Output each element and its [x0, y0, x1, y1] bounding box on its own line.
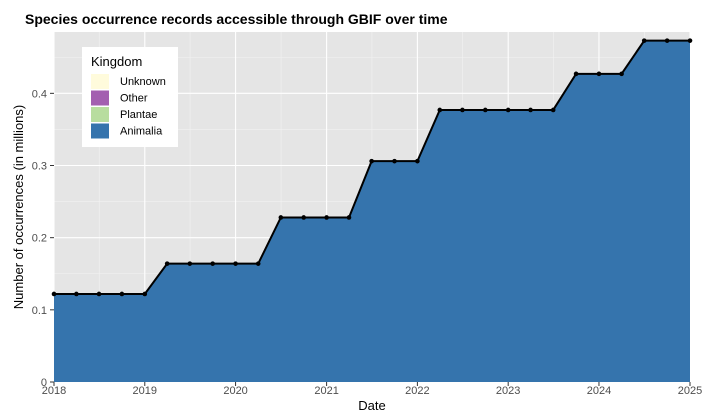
- data-point: [505, 107, 511, 113]
- x-tick-label: 2018: [42, 385, 66, 397]
- data-point: [437, 107, 443, 113]
- x-axis-title: Date: [358, 398, 385, 410]
- data-point: [74, 291, 79, 297]
- data-point: [187, 261, 193, 266]
- chart-title: Species occurrence records accessible th…: [25, 11, 448, 27]
- legend-label: Plantae: [120, 109, 157, 121]
- data-point: [346, 215, 352, 220]
- x-tick-label: 2023: [496, 385, 520, 397]
- data-point: [233, 261, 238, 266]
- y-tick-label: 0.1: [32, 305, 47, 317]
- data-point: [324, 215, 329, 220]
- data-point: [460, 107, 465, 113]
- y-tick-label: 0: [41, 377, 47, 389]
- x-tick-label: 2020: [223, 385, 247, 397]
- data-point: [573, 71, 579, 77]
- data-point: [96, 291, 102, 297]
- data-point: [301, 215, 307, 220]
- legend-key: [91, 90, 109, 106]
- legend-key: [91, 107, 109, 122]
- legend-label: Animalia: [120, 126, 163, 138]
- x-tick-label: 2025: [678, 385, 702, 397]
- x-axis: 2018 2019 2020 2021 2022 2023 2024 2025: [42, 382, 702, 397]
- legend-label: Other: [120, 93, 148, 105]
- data-point: [483, 107, 488, 113]
- y-axis: 0 0.1 0.2 0.3 0.4: [32, 88, 54, 389]
- data-point: [596, 71, 602, 77]
- data-point: [51, 291, 57, 297]
- legend-label: Unknown: [120, 76, 166, 88]
- y-axis-title: Number of occurrences (in millions): [11, 105, 26, 309]
- legend-key: [91, 123, 109, 139]
- y-tick-label: 0.2: [32, 233, 47, 245]
- area-animalia: [54, 40, 690, 382]
- data-point: [528, 107, 533, 113]
- legend-title: Kingdom: [91, 54, 142, 69]
- data-point: [641, 38, 647, 43]
- data-point: [164, 261, 170, 266]
- legend-key: [91, 74, 109, 89]
- y-tick-label: 0.3: [32, 161, 47, 173]
- y-tick-label: 0.4: [32, 88, 47, 100]
- data-point: [142, 291, 148, 297]
- data-point: [255, 261, 261, 266]
- data-point: [119, 291, 125, 297]
- x-tick-label: 2022: [405, 385, 429, 397]
- data-points: [51, 38, 693, 297]
- data-point: [550, 107, 556, 113]
- x-tick-label: 2021: [314, 385, 338, 397]
- data-point: [619, 71, 624, 77]
- data-point: [415, 158, 420, 164]
- data-point: [369, 158, 374, 164]
- data-point: [210, 261, 215, 266]
- x-tick-label: 2019: [133, 385, 157, 397]
- data-point: [664, 38, 670, 43]
- data-point: [392, 158, 397, 164]
- data-point: [278, 215, 284, 220]
- data-point: [687, 38, 693, 43]
- legend: Kingdom Unknown Other Plantae Animalia: [82, 47, 178, 147]
- x-tick-label: 2024: [587, 385, 611, 397]
